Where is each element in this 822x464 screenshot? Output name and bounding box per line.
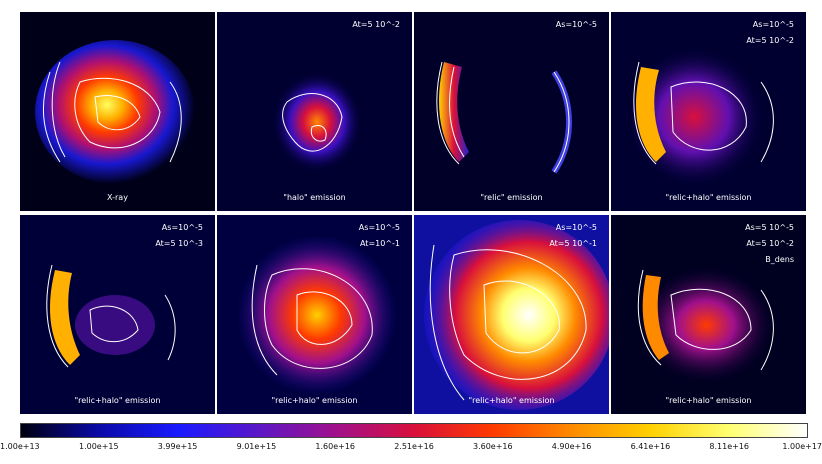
param-1: As=5 10^-5 xyxy=(745,223,794,232)
colorbar-tick-label: 2.51e+16 xyxy=(394,442,434,451)
colorbar-tick-label: 1.00e+17 xyxy=(782,442,822,451)
panel-label: "relic+halo" emission xyxy=(665,193,752,202)
panel-label: "relic+halo" emission xyxy=(665,396,752,405)
xray-map-image xyxy=(20,12,215,211)
param-2: At=5 10^-1 xyxy=(549,239,597,248)
colorbar xyxy=(20,423,808,438)
halo-map-image xyxy=(217,12,412,211)
relic-halo-map-image xyxy=(217,215,412,414)
panel-label: "relic+halo" emission xyxy=(271,396,358,405)
colorbar-tick-label: 4.90e+16 xyxy=(551,442,592,451)
relic-halo-map-image xyxy=(611,12,806,211)
panel-grid: X-ray At=5 10^-2 "halo" emission xyxy=(20,12,808,414)
param-1: At=5 10^-2 xyxy=(352,20,400,29)
param-1: As=10^-5 xyxy=(752,20,794,29)
panel-relic-halo-4: As=10^-5 At=5 10^-1 "relic+halo" emissio… xyxy=(414,215,609,414)
colorbar-tick-label: 1.00e+13 xyxy=(0,442,40,451)
param-1: As=10^-5 xyxy=(161,223,203,232)
colorbar-tick-label: 6.41e+16 xyxy=(630,442,671,451)
colorbar-tick-label: 1.00e+15 xyxy=(78,442,119,451)
colorbar-tick-label: 9.01e+15 xyxy=(236,442,277,451)
colorbar-tick-label: 8.11e+16 xyxy=(709,442,749,451)
panel-label: X-ray xyxy=(107,193,128,202)
param-2: At=10^-1 xyxy=(359,239,400,248)
panel-halo: At=5 10^-2 "halo" emission xyxy=(217,12,412,211)
panel-relic-halo-1: As=10^-5 At=5 10^-2 "relic+halo" emissio… xyxy=(611,12,806,211)
panel-relic: As=10^-5 "relic" emission xyxy=(414,12,609,211)
param-2: At=5 10^-2 xyxy=(746,239,794,248)
param-1: As=10^-5 xyxy=(358,223,400,232)
panel-label: "relic" emission xyxy=(480,193,543,202)
panel-relic-halo-3: As=10^-5 At=10^-1 "relic+halo" emission xyxy=(217,215,412,414)
panel-xray: X-ray xyxy=(20,12,215,211)
param-2: At=5 10^-3 xyxy=(155,239,203,248)
param-2: At=5 10^-2 xyxy=(746,36,794,45)
relic-map-image xyxy=(414,12,609,211)
colorbar-tick-label: 3.99e+15 xyxy=(157,442,198,451)
panel-label: "halo" emission xyxy=(283,193,346,202)
param-3: B_dens xyxy=(765,255,794,264)
param-1: As=10^-5 xyxy=(555,223,597,232)
relic-halo-map-image xyxy=(414,215,609,414)
relic-halo-map-image xyxy=(611,215,806,414)
param-1: As=10^-5 xyxy=(555,20,597,29)
colorbar-tick-label: 3.60e+16 xyxy=(472,442,513,451)
panel-label: "relic+halo" emission xyxy=(74,396,161,405)
panel-relic-halo-2: As=10^-5 At=5 10^-3 "relic+halo" emissio… xyxy=(20,215,215,414)
colorbar-tick-label: 1.60e+16 xyxy=(315,442,355,451)
panel-label: "relic+halo" emission xyxy=(468,396,555,405)
panel-relic-halo-5: As=5 10^-5 At=5 10^-2 B_dens "relic+halo… xyxy=(611,215,806,414)
relic-halo-map-image xyxy=(20,215,215,414)
colorbar-gradient xyxy=(21,424,807,437)
